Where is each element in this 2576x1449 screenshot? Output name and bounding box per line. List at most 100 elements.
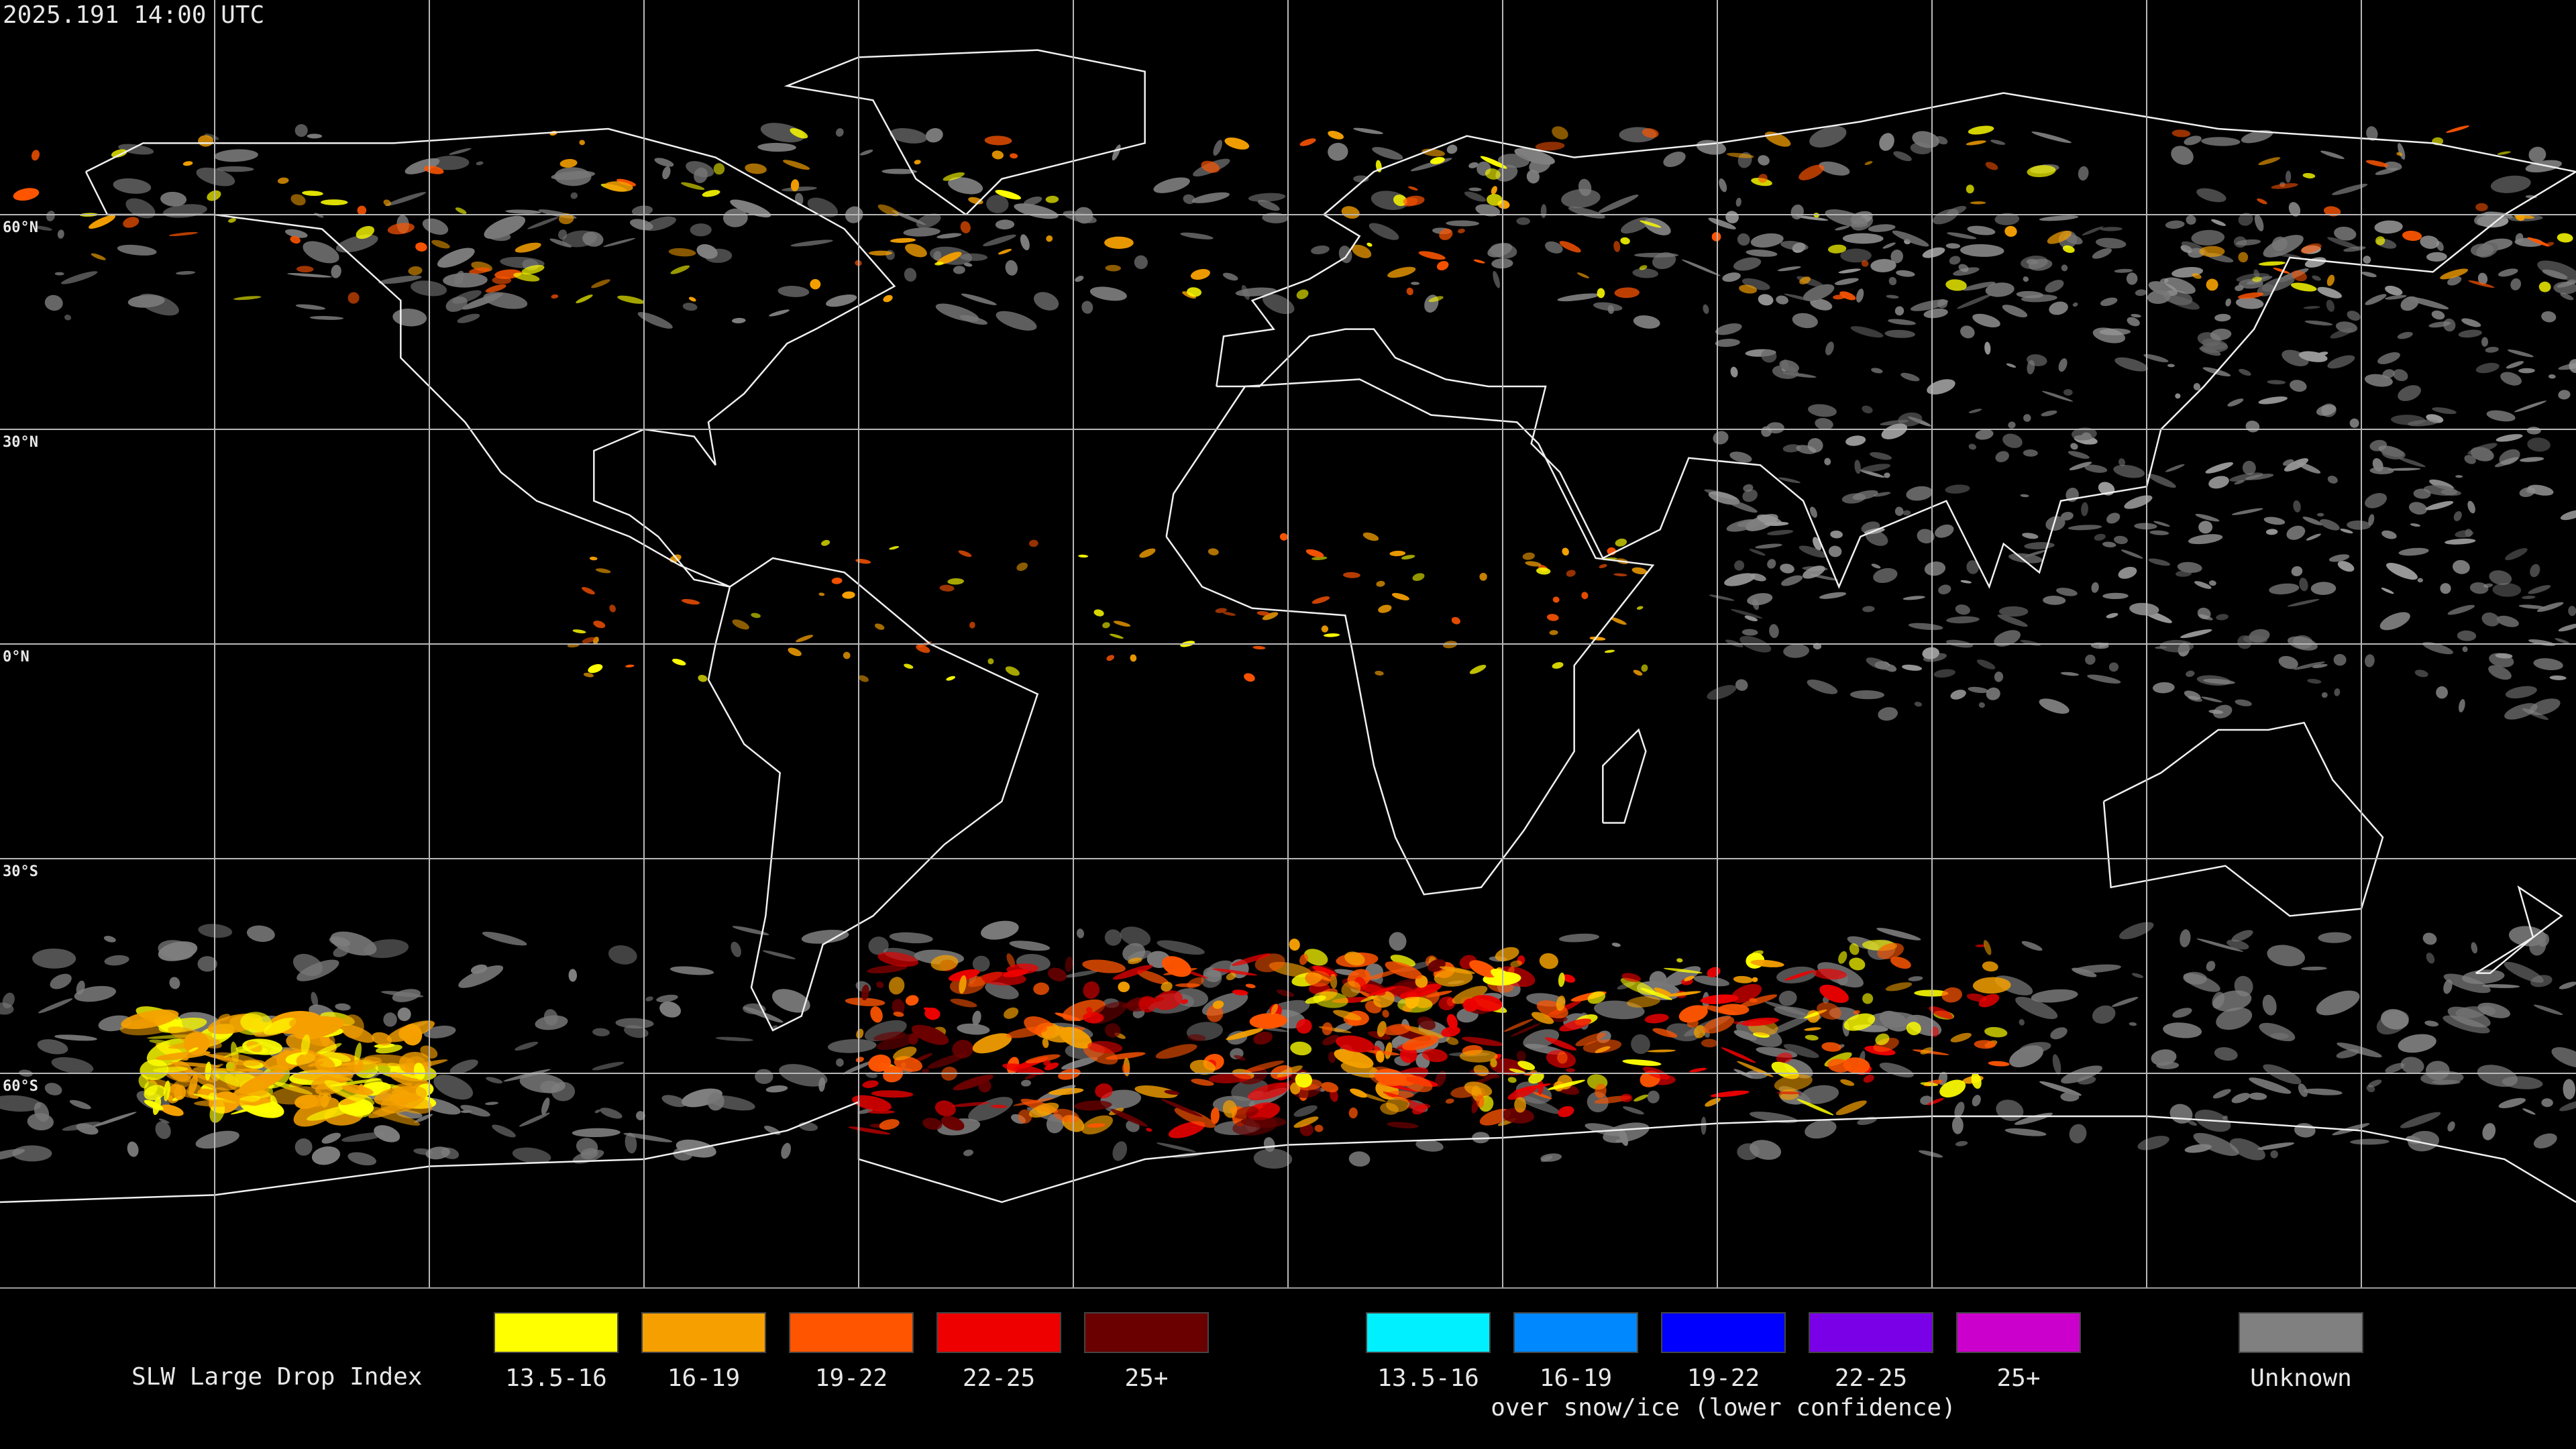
cloud-patch	[155, 1051, 211, 1061]
cloud-patch	[121, 1009, 179, 1030]
cloud-patch	[1322, 1022, 1333, 1036]
cloud-patch	[2071, 427, 2097, 441]
cloud-patch	[2021, 941, 2043, 951]
cloud-patch	[1819, 592, 1847, 599]
cloud-patch	[2126, 272, 2138, 285]
cloud-patch	[2023, 276, 2029, 282]
legend-swatch	[936, 1312, 1061, 1353]
cloud-patch	[682, 303, 698, 311]
cloud-patch	[2249, 1077, 2292, 1094]
cloud-patch	[1721, 1047, 1756, 1063]
cloud-patch	[1854, 460, 1861, 474]
cloud-patch	[1864, 161, 1873, 166]
cloud-patch	[1110, 1109, 1148, 1127]
cloud-patch	[2385, 285, 2403, 296]
cloud-patch	[2298, 351, 2328, 362]
cloud-patch	[1174, 1108, 1216, 1128]
cloud-patch	[2100, 227, 2123, 231]
cloud-patch	[296, 1053, 335, 1075]
cloud-patch	[2194, 581, 2212, 589]
cloud-patch	[1391, 592, 1409, 600]
cloud-patch	[1271, 1004, 1278, 1015]
cloud-patch	[1752, 950, 1764, 957]
cloud-patch	[76, 1123, 99, 1135]
cloud-patch	[138, 293, 179, 316]
legend-label: 19-22	[1687, 1364, 1760, 1392]
cloud-patch	[1112, 144, 1121, 161]
cloud-patch	[1476, 1094, 1485, 1108]
cloud-patch	[2320, 150, 2345, 160]
cloud-patch	[935, 303, 979, 322]
cloud-patch	[1781, 575, 1803, 586]
cloud-patch	[2206, 961, 2216, 971]
cloud-patch	[1023, 196, 1042, 206]
cloud-patch	[2163, 1022, 2202, 1038]
cloud-patch	[659, 1001, 681, 1018]
cloud-patch	[1782, 372, 1817, 378]
cloud-patch	[1984, 1026, 2008, 1038]
cloud-patch	[1703, 1016, 1735, 1034]
cloud-patch	[144, 1099, 164, 1110]
cloud-patch	[2481, 337, 2489, 347]
cloud-patch	[1632, 268, 1659, 278]
cloud-patch	[1842, 233, 1884, 244]
cloud-patch	[1439, 966, 1475, 974]
cloud-patch	[2100, 297, 2118, 307]
cloud-patch	[433, 1075, 474, 1100]
cloud-patch	[2106, 612, 2118, 619]
cloud-patch	[1223, 612, 1236, 616]
cloud-patch	[2184, 136, 2202, 146]
cloud-patch	[2453, 511, 2462, 521]
cloud-patch	[1870, 451, 1892, 460]
cloud-patch	[1780, 564, 1794, 574]
cloud-patch	[2060, 1091, 2080, 1102]
cloud-patch	[1595, 1083, 1607, 1099]
cloud-patch	[2303, 306, 2320, 309]
cloud-patch	[2172, 1008, 2192, 1018]
cloud-patch	[893, 1046, 917, 1061]
cloud-patch	[57, 229, 64, 239]
cloud-patch	[868, 936, 889, 955]
cloud-patch	[2495, 653, 2513, 659]
cloud-patch	[631, 205, 653, 216]
cloud-patch	[591, 279, 610, 288]
cloud-patch	[1446, 220, 1480, 227]
cloud-patch	[1249, 1013, 1287, 1029]
cloud-patch	[387, 223, 415, 235]
cloud-patch	[1383, 1024, 1411, 1036]
cloud-patch	[1134, 255, 1148, 270]
cloud-patch	[635, 1111, 645, 1121]
cloud-patch	[1244, 1060, 1285, 1073]
cloud-patch	[2216, 614, 2229, 621]
cloud-patch	[430, 156, 470, 170]
cloud-patch	[1328, 1051, 1336, 1063]
cloud-patch	[870, 1006, 883, 1023]
cloud-patch	[1917, 529, 1935, 544]
cloud-patch	[2349, 418, 2359, 428]
cloud-patch	[2459, 699, 2465, 712]
cloud-patch	[2242, 460, 2256, 475]
cloud-patch	[1817, 1002, 1841, 1020]
cloud-patch	[874, 623, 885, 630]
cloud-patch	[1810, 298, 1833, 311]
cloud-patch	[74, 985, 116, 1002]
cloud-patch	[843, 651, 851, 659]
cloud-patch	[1647, 1049, 1676, 1053]
cloud-patch	[1780, 241, 1809, 251]
cloud-patch	[2334, 688, 2341, 696]
cloud-patch	[2407, 297, 2449, 310]
legend-caption: over snow/ice (lower confidence)	[1491, 1394, 1956, 1421]
cloud-patch	[1330, 973, 1338, 989]
cloud-patch	[1558, 933, 1599, 943]
cloud-patch	[1343, 572, 1360, 578]
cloud-patch	[551, 294, 559, 299]
cloud-patch	[2134, 523, 2157, 530]
cloud-patch	[889, 932, 933, 944]
cloud-patch	[1849, 943, 1860, 955]
cloud-patch	[2238, 252, 2249, 263]
cloud-patch	[2052, 1054, 2061, 1075]
cloud-patch	[1734, 560, 1745, 571]
cloud-patch	[2312, 275, 2321, 281]
cloud-patch	[782, 186, 817, 192]
cloud-patch	[2326, 299, 2335, 312]
